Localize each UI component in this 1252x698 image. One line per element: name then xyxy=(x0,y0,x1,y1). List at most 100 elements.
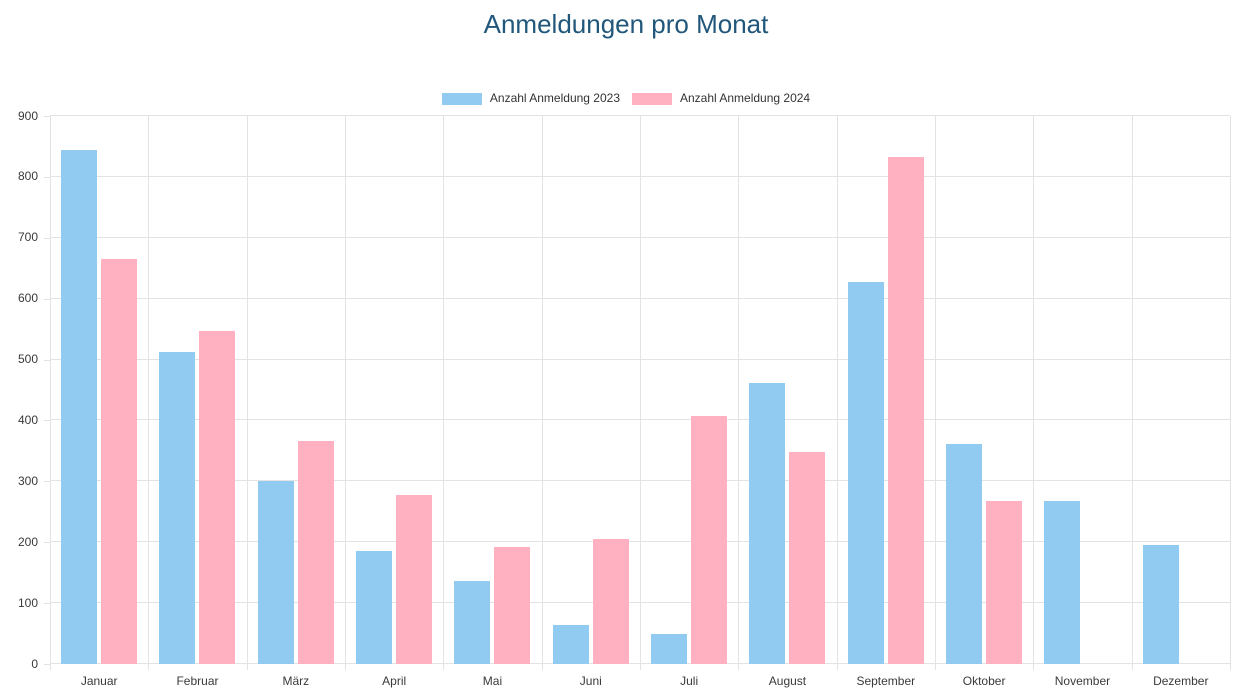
bar-series-1-august xyxy=(789,452,826,664)
bar-series-0-mai xyxy=(454,580,491,664)
bar-series-1-april xyxy=(396,495,433,664)
x-axis-label: September xyxy=(856,674,916,688)
bar-group-oktober xyxy=(935,116,1033,664)
bar-group-mai xyxy=(443,116,541,664)
x-axis-label: November xyxy=(1054,674,1111,688)
y-axis-label: 600 xyxy=(17,291,38,306)
gridline-vertical xyxy=(640,116,641,664)
bar-series-1-oktober xyxy=(986,500,1023,664)
bar-group-april xyxy=(345,116,443,664)
bar-group-august xyxy=(738,116,836,664)
x-axis-label: August xyxy=(768,674,807,688)
x-axis-label: Juni xyxy=(579,674,602,688)
x-axis-labels: Januar Februar März April Mai Juni Juli August S… xyxy=(50,674,1230,688)
y-axis-label: 800 xyxy=(17,169,38,184)
bar-group-dezember xyxy=(1132,116,1230,664)
bar-group-januar xyxy=(50,116,148,664)
gridline-vertical xyxy=(1131,116,1133,664)
gridline-vertical xyxy=(246,116,248,664)
x-axis-label: Mai xyxy=(482,674,503,688)
y-axis-label: 500 xyxy=(17,352,38,367)
y-axis-label: 200 xyxy=(17,534,38,549)
x-axis-label: Januar xyxy=(80,674,118,688)
gridline-vertical xyxy=(50,116,51,664)
y-axis-tick xyxy=(44,359,50,361)
y-axis-tick xyxy=(44,603,50,605)
y-axis-label: 700 xyxy=(17,230,38,245)
x-axis-tick xyxy=(50,664,51,670)
gridline-vertical xyxy=(148,116,150,664)
bar-series-0-januar xyxy=(61,149,98,664)
x-axis-tick xyxy=(935,664,936,670)
chart-title: Anmeldungen pro Monat xyxy=(483,9,769,39)
bar-group-märz xyxy=(247,116,345,664)
x-axis-tick xyxy=(541,664,543,670)
gridline-horizontal xyxy=(50,115,1230,116)
x-axis-label: März xyxy=(282,674,310,688)
bar-series-1-juli xyxy=(691,415,728,664)
bar-series-0-august xyxy=(749,382,786,664)
y-axis-tick xyxy=(44,298,50,300)
x-axis-tick xyxy=(345,664,346,670)
bar-series-0-oktober xyxy=(946,443,983,664)
bar-group-juli xyxy=(640,116,738,664)
x-axis-label: Oktober xyxy=(962,674,1006,688)
x-axis-tick xyxy=(443,664,445,670)
bar-group-september xyxy=(837,116,935,664)
y-axis-label: 400 xyxy=(17,412,38,427)
gridline-vertical xyxy=(443,116,445,664)
x-axis-tick xyxy=(1033,664,1035,670)
y-axis-label: 0 xyxy=(31,656,38,671)
legend: Anzahl Anmeldung 2023 Anzahl Anmeldung 20… xyxy=(0,92,1252,105)
x-axis-tick xyxy=(836,664,838,670)
x-axis-label: Dezember xyxy=(1153,674,1209,688)
legend-swatch-icon xyxy=(441,92,482,105)
legend-item-series-0[interactable]: Anzahl Anmeldung 2023 xyxy=(441,91,620,105)
y-axis-label: 100 xyxy=(17,595,38,610)
plot-area xyxy=(50,115,1231,664)
x-axis-label: Februar xyxy=(176,674,219,688)
y-axis-tick xyxy=(44,542,50,544)
y-axis-label: 300 xyxy=(17,473,38,488)
y-axis-tick xyxy=(44,116,50,117)
y-axis-tick xyxy=(44,237,50,239)
bar-series-0-februar xyxy=(159,352,196,664)
legend-swatch-icon xyxy=(632,92,672,105)
bar-series-1-januar xyxy=(101,259,138,664)
bar-series-0-dezember xyxy=(1142,545,1179,664)
gridline-vertical xyxy=(836,116,838,664)
y-axis-tick xyxy=(44,420,50,422)
gridline-vertical xyxy=(935,116,936,664)
gridline-vertical xyxy=(345,116,346,664)
bar-series-0-juli xyxy=(651,634,688,664)
y-axis-tick xyxy=(44,664,50,665)
x-axis-tick xyxy=(738,664,740,670)
bar-series-0-märz xyxy=(257,481,294,664)
x-axis-tick xyxy=(148,664,150,670)
y-axis-tick xyxy=(44,176,50,178)
legend-item-label: Anzahl Anmeldung 2024 xyxy=(680,91,811,105)
y-axis-label: 900 xyxy=(17,108,38,123)
gridline-vertical xyxy=(738,116,740,664)
y-axis-tick xyxy=(44,481,50,483)
legend-item-label: Anzahl Anmeldung 2023 xyxy=(489,91,620,105)
bar-series-1-mai xyxy=(494,546,531,664)
x-axis-tick xyxy=(1131,664,1133,670)
x-axis-tick xyxy=(1230,664,1231,670)
x-axis-label: April xyxy=(382,674,407,688)
legend-item-series-1[interactable]: Anzahl Anmeldung 2024 xyxy=(632,92,810,105)
x-axis-tick xyxy=(246,664,248,670)
bar-group-februar xyxy=(148,116,246,664)
bar-series-1-september xyxy=(887,157,924,664)
bar-series-0-april xyxy=(356,551,393,664)
bar-group-november xyxy=(1033,116,1131,664)
x-axis-tick xyxy=(640,664,641,670)
bar-series-1-märz xyxy=(297,441,334,664)
bar-columns xyxy=(50,116,1230,664)
x-axis-label: Juli xyxy=(680,674,699,688)
bar-series-0-november xyxy=(1044,501,1081,664)
bar-group-juni xyxy=(542,116,640,664)
gridline-vertical xyxy=(541,116,543,664)
bar-series-1-februar xyxy=(199,330,236,664)
